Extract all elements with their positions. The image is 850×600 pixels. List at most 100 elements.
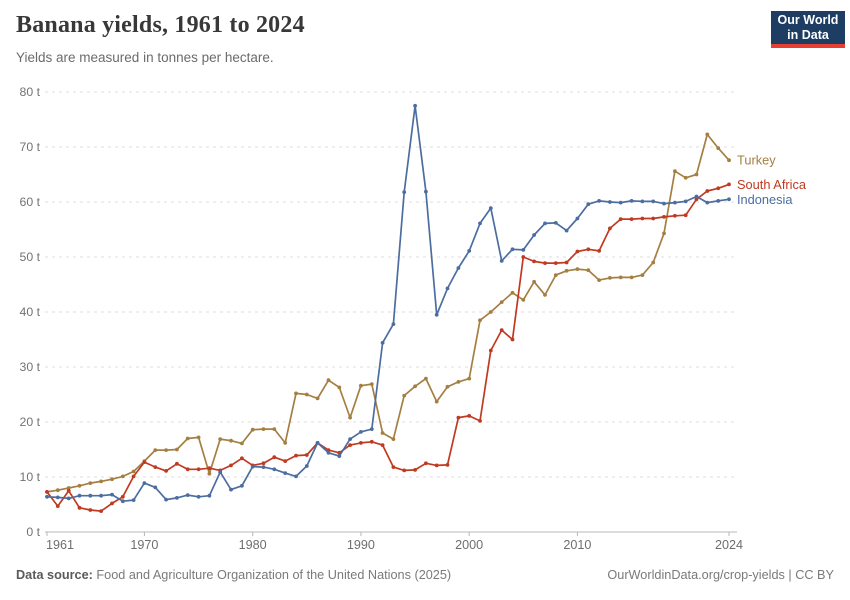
series-marker-south-africa bbox=[164, 469, 169, 473]
series-marker-south-africa bbox=[45, 490, 49, 494]
series-marker-turkey bbox=[229, 438, 233, 443]
series-marker-turkey bbox=[424, 376, 428, 381]
series-marker-indonesia bbox=[131, 498, 136, 502]
series-marker-south-africa bbox=[705, 189, 710, 193]
series-marker-south-africa bbox=[304, 453, 309, 457]
series-marker-indonesia bbox=[229, 487, 233, 492]
series-marker-indonesia bbox=[45, 494, 49, 499]
series-marker-indonesia bbox=[640, 199, 645, 204]
series-marker-turkey bbox=[510, 290, 515, 295]
series-line-indonesia bbox=[46, 104, 730, 503]
series-marker-south-africa bbox=[272, 455, 277, 460]
series-marker-south-africa bbox=[651, 216, 656, 221]
series-marker-south-africa bbox=[618, 217, 623, 222]
series-marker-indonesia bbox=[77, 493, 82, 498]
series-marker-indonesia bbox=[369, 427, 374, 431]
series-marker-south-africa bbox=[413, 468, 417, 472]
series-marker-indonesia bbox=[629, 199, 634, 203]
series-marker-south-africa bbox=[77, 505, 82, 510]
series-marker-turkey bbox=[110, 477, 114, 482]
series-marker-south-africa bbox=[153, 465, 158, 469]
series-marker-turkey bbox=[608, 276, 612, 280]
series-marker-south-africa bbox=[66, 488, 71, 493]
series-marker-indonesia bbox=[326, 450, 331, 455]
series-marker-indonesia bbox=[55, 495, 60, 500]
series-marker-south-africa bbox=[629, 217, 634, 222]
series-marker-turkey bbox=[445, 384, 450, 389]
x-tick-label-2000: 2000 bbox=[455, 538, 483, 552]
series-marker-south-africa bbox=[380, 443, 385, 447]
series-marker-south-africa bbox=[359, 441, 363, 445]
y-tick-label-20: 20 t bbox=[19, 415, 40, 429]
series-marker-indonesia bbox=[272, 467, 277, 472]
series-marker-south-africa bbox=[240, 456, 244, 461]
series-marker-south-africa bbox=[694, 197, 699, 202]
series-marker-indonesia bbox=[164, 497, 169, 502]
series-marker-turkey bbox=[488, 310, 493, 314]
y-tick-label-80: 80 t bbox=[19, 85, 40, 99]
series-marker-indonesia bbox=[424, 189, 428, 194]
series-marker-south-africa bbox=[229, 463, 233, 468]
series-marker-south-africa bbox=[283, 459, 288, 463]
series-marker-indonesia bbox=[88, 493, 93, 498]
chart-footer: Data source: Food and Agriculture Organi… bbox=[16, 568, 834, 582]
series-marker-indonesia bbox=[337, 454, 342, 458]
series-marker-turkey bbox=[391, 437, 396, 441]
series-marker-indonesia bbox=[283, 471, 288, 475]
series-marker-indonesia bbox=[402, 190, 407, 195]
y-tick-label-50: 50 t bbox=[19, 250, 40, 264]
series-marker-indonesia bbox=[499, 259, 504, 263]
series-marker-turkey bbox=[553, 273, 558, 277]
series-line-turkey bbox=[46, 133, 730, 493]
series-marker-indonesia bbox=[683, 199, 688, 204]
series-marker-turkey bbox=[564, 268, 569, 273]
series-marker-turkey bbox=[467, 376, 472, 381]
series-marker-indonesia bbox=[543, 221, 547, 226]
series-marker-south-africa bbox=[434, 463, 439, 468]
series-marker-turkey bbox=[478, 318, 482, 323]
series-marker-turkey bbox=[532, 279, 536, 284]
series-marker-indonesia bbox=[348, 437, 352, 441]
series-marker-south-africa bbox=[467, 414, 472, 418]
series-marker-south-africa bbox=[424, 461, 428, 466]
series-marker-turkey bbox=[185, 436, 190, 441]
series-marker-south-africa bbox=[521, 255, 526, 259]
series-marker-south-africa bbox=[445, 463, 450, 467]
series-marker-indonesia bbox=[521, 248, 526, 252]
series-marker-south-africa bbox=[478, 419, 482, 423]
series-marker-turkey bbox=[304, 392, 309, 397]
series-marker-indonesia bbox=[705, 200, 710, 205]
series-marker-south-africa bbox=[185, 467, 190, 472]
series-marker-indonesia bbox=[651, 199, 656, 204]
series-marker-south-africa bbox=[196, 467, 201, 472]
series-marker-indonesia bbox=[142, 481, 147, 485]
series-marker-indonesia bbox=[608, 200, 612, 204]
series-marker-turkey bbox=[348, 415, 352, 420]
series-marker-indonesia bbox=[380, 340, 385, 345]
y-tick-label-10: 10 t bbox=[19, 470, 40, 484]
series-marker-indonesia bbox=[575, 216, 580, 221]
series-marker-south-africa bbox=[391, 465, 396, 469]
series-marker-turkey bbox=[380, 431, 385, 435]
series-marker-indonesia bbox=[196, 494, 201, 499]
series-marker-turkey bbox=[575, 267, 580, 271]
series-marker-south-africa bbox=[120, 494, 125, 499]
series-marker-turkey bbox=[261, 427, 266, 431]
series-marker-turkey bbox=[456, 380, 461, 384]
series-marker-turkey bbox=[586, 268, 591, 273]
series-marker-turkey bbox=[326, 378, 331, 383]
series-marker-turkey bbox=[402, 393, 407, 398]
series-marker-turkey bbox=[618, 275, 623, 280]
series-marker-south-africa bbox=[99, 509, 103, 513]
owid-logo-line1: Our World bbox=[777, 12, 839, 27]
series-marker-turkey bbox=[153, 448, 158, 452]
series-marker-south-africa bbox=[55, 504, 60, 508]
series-marker-south-africa bbox=[456, 415, 461, 420]
series-marker-indonesia bbox=[478, 221, 482, 226]
series-marker-south-africa bbox=[294, 453, 298, 458]
series-end-label-turkey: Turkey bbox=[737, 153, 776, 168]
series-marker-indonesia bbox=[240, 483, 244, 488]
series-marker-south-africa bbox=[673, 213, 677, 218]
series-marker-turkey bbox=[683, 175, 688, 180]
series-marker-indonesia bbox=[218, 470, 223, 474]
